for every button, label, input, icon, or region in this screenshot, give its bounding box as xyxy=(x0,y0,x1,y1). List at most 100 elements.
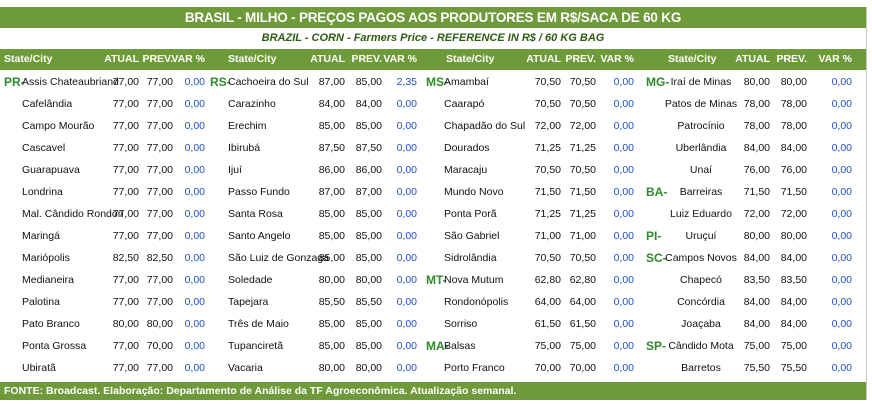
price-prev: 71,25 xyxy=(569,208,596,220)
price-var: 0,00 xyxy=(613,296,634,308)
price-atual: 84,00 xyxy=(743,252,770,264)
city-name: Barretos xyxy=(681,362,721,374)
price-var: 0,00 xyxy=(396,98,417,110)
city-name: Cafelândia xyxy=(22,98,73,110)
price-var: 0,00 xyxy=(396,208,417,220)
city-name: Santo Angelo xyxy=(228,230,291,242)
price-atual: 84,00 xyxy=(743,142,770,154)
state-prefix: MS- xyxy=(426,75,448,89)
price-var: 0,00 xyxy=(396,164,417,176)
price-prev: 85,50 xyxy=(355,296,382,308)
price-var: 0,00 xyxy=(831,208,852,220)
price-var: 0,00 xyxy=(831,98,852,110)
price-prev: 70,50 xyxy=(569,164,596,176)
header-prev: PREV. xyxy=(776,53,807,65)
price-prev: 78,00 xyxy=(780,98,807,110)
city-name: Passo Fundo xyxy=(228,186,290,198)
price-atual: 70,50 xyxy=(534,252,561,264)
price-atual: 64,00 xyxy=(534,296,561,308)
state-prefix: MT- xyxy=(426,273,447,287)
price-var: 0,00 xyxy=(184,274,205,286)
state-prefix: PR- xyxy=(4,75,25,89)
price-var: 0,00 xyxy=(613,274,634,286)
price-atual: 75,00 xyxy=(743,340,770,352)
price-var: 0,00 xyxy=(831,274,852,286)
price-prev: 75,00 xyxy=(780,340,807,352)
price-atual: 77,00 xyxy=(112,164,139,176)
price-prev: 84,00 xyxy=(780,296,807,308)
price-prev: 70,50 xyxy=(569,98,596,110)
price-var: 0,00 xyxy=(184,318,205,330)
price-prev: 77,00 xyxy=(146,274,173,286)
price-atual: 71,00 xyxy=(534,230,561,242)
city-name: Chapadão do Sul xyxy=(444,120,526,132)
city-name: Mundo Novo xyxy=(444,186,504,198)
city-name: Vacaria xyxy=(228,362,263,374)
price-var: 0,00 xyxy=(613,76,634,88)
price-atual: 87,00 xyxy=(318,76,345,88)
price-prev: 77,00 xyxy=(146,208,173,220)
price-atual: 71,25 xyxy=(534,142,561,154)
price-atual: 84,00 xyxy=(743,296,770,308)
city-name: São Luiz de Gonzaga xyxy=(228,252,329,264)
price-prev: 71,25 xyxy=(569,142,596,154)
city-name: Joaçaba xyxy=(681,318,721,330)
price-atual: 86,00 xyxy=(318,164,345,176)
price-atual: 84,00 xyxy=(318,98,345,110)
city-name: Guarapuava xyxy=(22,164,80,176)
price-atual: 70,50 xyxy=(534,164,561,176)
city-name: Ijuí xyxy=(228,164,243,176)
price-var: 0,00 xyxy=(613,120,634,132)
city-name: Medianeira xyxy=(22,274,74,286)
price-atual: 77,00 xyxy=(112,142,139,154)
price-atual: 80,00 xyxy=(743,76,770,88)
city-name: Campos Novos xyxy=(665,252,737,264)
city-name: Chapecó xyxy=(679,274,723,286)
price-prev: 71,50 xyxy=(569,186,596,198)
price-var: 0,00 xyxy=(396,318,417,330)
price-prev: 78,00 xyxy=(780,120,807,132)
price-var: 0,00 xyxy=(396,362,417,374)
price-var: 0,00 xyxy=(184,98,205,110)
price-atual: 85,00 xyxy=(318,208,345,220)
city-name: Dourados xyxy=(444,142,490,154)
table-body: PR- Assis Chateaubriand 77,00 77,00 0,00 Cafe… xyxy=(0,71,866,381)
state-prefix: MG- xyxy=(646,75,670,89)
price-atual: 77,00 xyxy=(112,120,139,132)
price-atual: 85,00 xyxy=(318,340,345,352)
price-var: 0,00 xyxy=(184,208,205,220)
price-var: 0,00 xyxy=(396,274,417,286)
price-prev: 84,00 xyxy=(780,252,807,264)
city-name: Londrina xyxy=(22,186,63,198)
price-prev: 77,00 xyxy=(146,142,173,154)
city-name: São Gabriel xyxy=(444,230,500,242)
city-name: Caarapó xyxy=(444,98,485,110)
city-name: Porto Franco xyxy=(444,362,505,374)
price-atual: 70,50 xyxy=(534,98,561,110)
state-prefix: RS- xyxy=(210,75,231,89)
price-atual: 77,00 xyxy=(112,98,139,110)
header-prev: PREV. xyxy=(142,53,173,65)
price-var: 0,00 xyxy=(831,318,852,330)
price-atual: 85,00 xyxy=(318,120,345,132)
price-prev: 85,00 xyxy=(355,252,382,264)
price-atual: 75,00 xyxy=(534,340,561,352)
price-var: 0,00 xyxy=(831,252,852,264)
price-var: 0,00 xyxy=(396,296,417,308)
city-name: Nova Mutum xyxy=(444,274,504,286)
price-prev: 72,00 xyxy=(780,208,807,220)
price-prev: 75,00 xyxy=(569,340,596,352)
price-var: 0,00 xyxy=(613,208,634,220)
price-atual: 80,00 xyxy=(318,274,345,286)
header-var: VAR % xyxy=(171,53,205,65)
price-prev: 80,00 xyxy=(780,230,807,242)
city-name: Cascavel xyxy=(22,142,66,154)
price-var: 0,00 xyxy=(613,98,634,110)
price-var: 0,00 xyxy=(831,340,852,352)
price-atual: 85,50 xyxy=(318,296,345,308)
price-var: 0,00 xyxy=(184,164,205,176)
price-atual: 77,00 xyxy=(112,340,139,352)
city-name: Uberlândia xyxy=(675,142,727,154)
state-prefix: SP- xyxy=(646,339,667,353)
price-var: 0,00 xyxy=(831,230,852,242)
